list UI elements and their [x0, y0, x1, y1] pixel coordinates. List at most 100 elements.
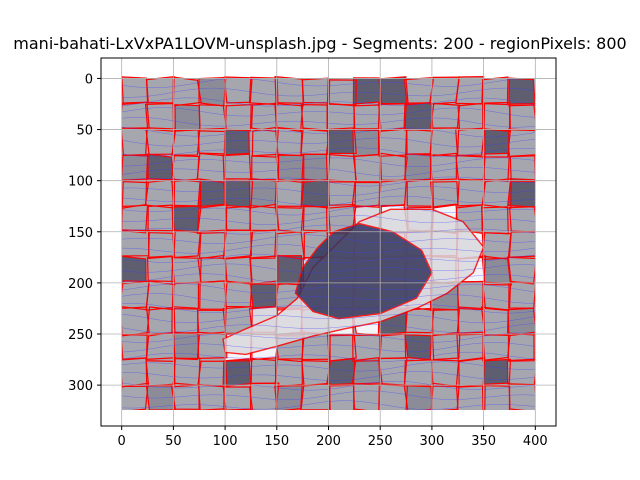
- segment-boundary: [508, 102, 535, 132]
- x-tick-label: 400: [523, 434, 548, 449]
- y-tick-label: 100: [68, 175, 93, 190]
- superpixel: [198, 384, 226, 410]
- superpixel: [122, 334, 148, 360]
- superpixel: [484, 129, 511, 158]
- superpixel: [301, 154, 330, 183]
- superpixel: [171, 179, 201, 207]
- y-tick-label: 200: [68, 277, 93, 292]
- segment-boundary: [506, 255, 535, 285]
- superpixel: [352, 334, 380, 362]
- superpixel: [199, 104, 227, 132]
- superpixel: [145, 103, 174, 132]
- segment-boundary: [145, 178, 176, 209]
- segment-boundary: [249, 382, 280, 410]
- segment-boundary: [145, 357, 176, 387]
- segment-boundary: [122, 382, 149, 410]
- superpixel: [509, 206, 535, 233]
- superpixel: [404, 385, 432, 410]
- superpixel: [455, 128, 485, 156]
- superpixel: [353, 77, 381, 106]
- superpixel: [223, 306, 253, 335]
- superpixel: [352, 182, 381, 208]
- superpixel: [249, 179, 278, 209]
- segment-boundary: [378, 384, 409, 410]
- segment-boundary: [199, 280, 228, 310]
- superpixel: [173, 332, 200, 360]
- superpixel: [330, 334, 357, 362]
- superpixel: [405, 153, 431, 181]
- superpixel: [507, 359, 535, 385]
- superpixel: [430, 153, 457, 180]
- superpixel: [379, 128, 408, 157]
- superpixel: [509, 282, 535, 309]
- superpixel: [277, 255, 302, 285]
- segment-boundary: [405, 306, 435, 334]
- superpixel: [353, 383, 381, 410]
- segment-boundary: [481, 384, 511, 410]
- superpixel: [407, 179, 434, 207]
- superpixel: [173, 77, 202, 106]
- superpixel: [122, 307, 150, 336]
- segment-boundary: [328, 79, 357, 106]
- x-tick-label: 0: [118, 434, 126, 449]
- superpixel: [458, 103, 483, 131]
- segment-boundary: [352, 382, 382, 410]
- segment-boundary: [222, 229, 252, 260]
- superpixel: [405, 129, 432, 156]
- superpixel: [275, 358, 303, 386]
- superpixel: [481, 206, 509, 234]
- segment-boundary: [507, 331, 535, 362]
- superpixel: [146, 76, 175, 103]
- segment-boundary: [484, 128, 511, 158]
- superpixel: [122, 229, 150, 256]
- superpixel: [145, 127, 175, 155]
- superpixel: [300, 383, 330, 410]
- superpixel: [432, 334, 460, 360]
- superpixel: [171, 257, 202, 283]
- segment-boundary: [223, 76, 253, 104]
- segment-boundary: [172, 382, 200, 410]
- superpixel: [509, 103, 535, 131]
- superpixel: [482, 178, 512, 209]
- superpixel: [482, 334, 510, 361]
- x-tick-label: 350: [471, 434, 496, 449]
- x-tick-label: 100: [213, 434, 238, 449]
- segment-boundary: [249, 229, 277, 260]
- superpixel: [275, 76, 304, 106]
- superpixel: [199, 280, 227, 310]
- y-tick-label: 250: [68, 328, 93, 343]
- superpixel: [302, 78, 329, 103]
- superpixel: [481, 307, 509, 336]
- superpixel: [171, 155, 199, 182]
- superpixel: [482, 232, 511, 260]
- segment-boundary: [457, 102, 484, 131]
- superpixel: [251, 103, 277, 132]
- chart-title: mani-bahati-LxVxPA1LOVM-unsplash.jpg - S…: [13, 34, 626, 53]
- superpixel: [303, 206, 328, 231]
- superpixel: [122, 383, 149, 410]
- superpixel: [352, 128, 379, 157]
- superpixel: [378, 103, 405, 131]
- superpixel: [379, 357, 407, 386]
- superpixel: [122, 154, 149, 181]
- superpixel: [146, 280, 174, 311]
- superpixel: [378, 384, 408, 410]
- superpixel: [507, 256, 535, 284]
- y-tick-label: 150: [68, 226, 93, 241]
- segment-boundary: [508, 383, 535, 410]
- superpixel: [457, 308, 485, 335]
- superpixel: [431, 359, 460, 387]
- superpixel: [404, 334, 432, 360]
- x-axis-ticks: 0 50 100 150 200 250 300 350 400: [118, 426, 548, 449]
- x-tick-label: 50: [165, 434, 182, 449]
- segment-boundary: [378, 76, 409, 105]
- superpixel: [223, 104, 252, 131]
- superpixel: [326, 358, 355, 385]
- superpixel: [122, 205, 148, 233]
- segment-boundary: [508, 77, 535, 107]
- superpixel: [482, 385, 510, 410]
- superpixel: [148, 205, 173, 231]
- y-axis-ticks: 0 50 100 150 200 250 300: [68, 72, 101, 394]
- superpixel: [481, 77, 508, 105]
- superpixel: [250, 230, 276, 259]
